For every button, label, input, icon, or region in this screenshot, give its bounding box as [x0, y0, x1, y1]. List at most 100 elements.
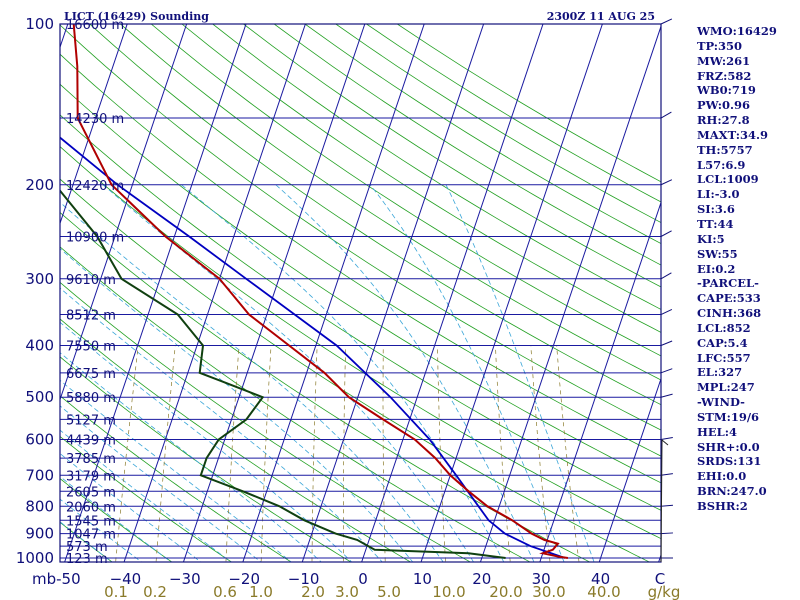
height-label: 6675 m	[66, 367, 116, 382]
temperature-tick-label: 0	[358, 570, 368, 588]
isotherm	[420, 24, 603, 562]
mixing-ratio-line	[115, 345, 139, 562]
wind-barb	[660, 504, 673, 507]
temperature-tick-label: 10	[413, 570, 432, 588]
stat-line: TT:44	[697, 216, 734, 231]
stat-line: WMO:16429	[697, 24, 777, 38]
stat-line: STM:19/6	[697, 409, 760, 424]
dry-adiabat	[60, 478, 173, 562]
wind-barb	[660, 473, 673, 476]
dry-adiabat	[60, 211, 591, 562]
pressure-tick-label: 900	[25, 525, 54, 543]
station-title: LICT (16429) Sounding	[64, 10, 209, 23]
moist-adiabat	[60, 453, 202, 562]
stat-line: CAP:5.4	[697, 335, 748, 350]
temperature-tick-label: −30	[169, 570, 201, 588]
dry-adiabat	[60, 356, 352, 562]
stat-line: LCL:1009	[697, 172, 759, 187]
stat-line: TP:350	[697, 38, 743, 53]
mixing-ratio-tick-label: 3.0	[335, 583, 359, 600]
temperature-tick-label: 30	[532, 570, 551, 588]
stat-line: MPL:247	[697, 380, 755, 395]
mixing-ratio-tick-label: g/kg	[648, 583, 681, 600]
dry-adiabat	[60, 246, 531, 562]
mixing-ratio-tick-label: 0.2	[143, 583, 167, 600]
stat-line: WB0:719	[697, 83, 756, 98]
stat-line: BRN:247.0	[697, 484, 767, 499]
stat-line: MW:261	[697, 53, 751, 68]
wind-barb	[660, 272, 672, 280]
mixing-ratio-tick-label: 20.0	[489, 583, 522, 600]
moist-adiabat	[102, 184, 474, 562]
height-label: 1545 m	[66, 514, 116, 529]
mixing-ratio-line	[437, 345, 446, 562]
dry-adiabat	[212, 24, 661, 310]
wind-barb	[660, 340, 673, 346]
mixing-ratio-tick-label: 0.6	[213, 583, 237, 600]
stat-line: TH:5757	[697, 142, 753, 157]
moist-adiabat	[60, 248, 414, 562]
pressure-tick-label: 200	[25, 176, 54, 194]
moist-adiabat	[60, 321, 353, 562]
pressure-tick-label: 800	[25, 497, 54, 515]
stat-line: RH:27.8	[697, 113, 750, 128]
stat-line: CINH:368	[697, 306, 762, 321]
stat-line: FRZ:582	[697, 68, 752, 83]
dry-adiabat	[60, 521, 113, 562]
height-label: 1047 m	[66, 528, 116, 543]
dry-adiabat	[150, 24, 661, 357]
dry-adiabat	[181, 24, 661, 333]
dry-adiabat	[273, 24, 661, 266]
height-label: 9610 m	[66, 273, 116, 288]
wind-barb	[660, 18, 673, 25]
dry-adiabat	[120, 24, 661, 381]
mixing-ratio-tick-label: 10.0	[432, 583, 465, 600]
stats-panel: WMO:16429 TP:350 MW:261 FRZ:582 WB0:719 PW:0.…	[697, 24, 797, 514]
moist-adiabat	[369, 184, 565, 562]
mixing-ratio-tick-label: 0.1	[104, 583, 128, 600]
isotherm	[123, 24, 306, 562]
pressure-tick-label: 100	[25, 15, 54, 33]
hodograph-line	[660, 438, 669, 563]
isotherm	[60, 24, 188, 402]
moist-adiabat	[445, 184, 595, 562]
pressure-tick-label: 700	[25, 466, 54, 484]
mixing-ratio-tick-label: 30.0	[532, 583, 565, 600]
pressure-tick-label: 1000	[16, 549, 54, 567]
stat-line: PW:0.96	[697, 98, 751, 113]
stat-line: -WIND-	[697, 395, 745, 410]
height-label: 2060 m	[66, 500, 116, 515]
isotherm	[64, 24, 247, 562]
height-label: 2605 m	[66, 485, 116, 500]
mixing-ratio-tick-label: 5.0	[377, 583, 401, 600]
stat-line: BSHR:2	[697, 499, 748, 513]
pressure-tick-label: 500	[25, 388, 54, 406]
wind-barb	[660, 393, 673, 398]
dry-adiabat	[60, 435, 233, 562]
mixing-ratio-line	[556, 345, 580, 562]
height-label: 8512 m	[66, 309, 116, 324]
stat-line: SRDS:131	[697, 454, 762, 469]
stat-line: SHR+:0.0	[697, 439, 760, 454]
mixing-ratio-line	[260, 345, 272, 562]
stat-line: KI:5	[697, 231, 725, 246]
height-label: 123 m	[66, 552, 108, 567]
dry-adiabat	[89, 24, 661, 406]
isotherm	[361, 24, 544, 562]
dry-adiabat	[60, 83, 661, 484]
isotherm	[0, 0, 17, 569]
moist-adiabat	[60, 287, 383, 562]
moist-adiabat	[60, 379, 292, 562]
height-label: 573 m	[66, 540, 108, 555]
moist-adiabat	[275, 184, 535, 562]
dry-adiabat	[60, 395, 292, 562]
isotherm	[479, 24, 661, 562]
moist-adiabat	[60, 475, 172, 562]
mixing-ratio-line	[382, 345, 386, 562]
sounding-time: 2300Z 11 AUG 25	[547, 10, 655, 23]
mixing-ratio-tick-label: 1.0	[249, 583, 273, 600]
isotherm	[60, 24, 128, 225]
dry-adiabat	[60, 24, 661, 431]
temperature-tick-label: 20	[472, 570, 491, 588]
stat-line: CAPE:533	[697, 291, 761, 306]
